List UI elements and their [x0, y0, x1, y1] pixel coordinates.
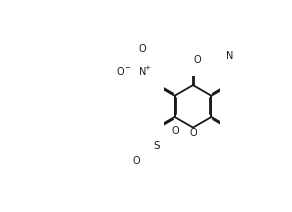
Text: +: + — [144, 65, 150, 71]
Text: O: O — [189, 128, 197, 138]
Text: O: O — [133, 156, 141, 166]
Text: −: − — [124, 65, 130, 71]
Text: N: N — [139, 67, 146, 77]
Text: S: S — [153, 141, 159, 151]
Text: O: O — [116, 67, 124, 77]
Text: N: N — [226, 51, 233, 61]
Text: O: O — [193, 54, 201, 64]
Text: O: O — [139, 44, 146, 54]
Text: O: O — [172, 126, 180, 136]
